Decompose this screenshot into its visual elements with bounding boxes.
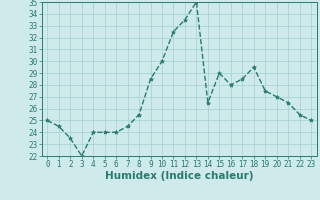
X-axis label: Humidex (Indice chaleur): Humidex (Indice chaleur) (105, 171, 253, 181)
